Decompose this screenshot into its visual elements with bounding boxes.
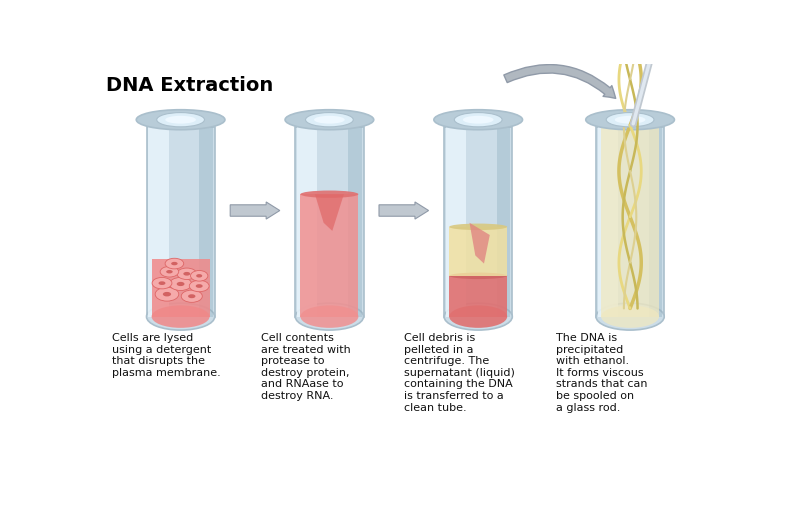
- Ellipse shape: [444, 303, 512, 330]
- Polygon shape: [601, 127, 659, 316]
- Ellipse shape: [166, 270, 173, 273]
- Ellipse shape: [295, 303, 363, 330]
- Text: Cell debris is
pelleted in a
centrifuge. The
supernatant (liquid)
containing the: Cell debris is pelleted in a centrifuge.…: [404, 333, 514, 412]
- Ellipse shape: [152, 305, 210, 328]
- Ellipse shape: [196, 284, 202, 288]
- Ellipse shape: [166, 116, 196, 123]
- Polygon shape: [596, 127, 664, 316]
- FancyArrow shape: [379, 202, 429, 219]
- Ellipse shape: [188, 294, 195, 298]
- Ellipse shape: [155, 287, 178, 301]
- Ellipse shape: [171, 262, 178, 266]
- Text: Cell contents
are treated with
protease to
destroy protein,
and RNAase to
destro: Cell contents are treated with protease …: [262, 333, 351, 401]
- Ellipse shape: [314, 116, 345, 123]
- Ellipse shape: [157, 112, 205, 127]
- Polygon shape: [649, 127, 662, 316]
- Ellipse shape: [170, 277, 192, 290]
- Ellipse shape: [601, 305, 659, 328]
- Polygon shape: [146, 127, 214, 316]
- Ellipse shape: [136, 110, 225, 130]
- Polygon shape: [295, 127, 363, 316]
- Ellipse shape: [285, 110, 374, 130]
- Ellipse shape: [183, 272, 190, 276]
- Polygon shape: [450, 276, 507, 316]
- FancyArrow shape: [230, 202, 280, 219]
- Ellipse shape: [163, 292, 171, 296]
- Polygon shape: [301, 194, 358, 316]
- Ellipse shape: [586, 110, 674, 130]
- Ellipse shape: [301, 190, 358, 198]
- Text: DNA Extraction: DNA Extraction: [106, 76, 274, 95]
- Ellipse shape: [306, 112, 354, 127]
- Ellipse shape: [196, 274, 202, 278]
- Ellipse shape: [160, 267, 178, 277]
- Ellipse shape: [146, 303, 214, 330]
- Ellipse shape: [301, 305, 358, 328]
- Polygon shape: [598, 127, 618, 316]
- Polygon shape: [199, 127, 213, 316]
- Ellipse shape: [152, 277, 172, 289]
- Polygon shape: [446, 127, 466, 316]
- Ellipse shape: [190, 270, 208, 281]
- Ellipse shape: [614, 116, 646, 123]
- Polygon shape: [315, 194, 344, 231]
- FancyArrowPatch shape: [504, 65, 616, 99]
- Ellipse shape: [177, 268, 197, 279]
- Ellipse shape: [434, 110, 522, 130]
- Ellipse shape: [450, 272, 507, 279]
- Polygon shape: [152, 260, 210, 316]
- Ellipse shape: [190, 280, 209, 292]
- Polygon shape: [148, 127, 169, 316]
- Ellipse shape: [606, 112, 654, 127]
- Polygon shape: [297, 127, 318, 316]
- Ellipse shape: [165, 258, 184, 269]
- Text: Cells are lysed
using a detergent
that disrupts the
plasma membrane.: Cells are lysed using a detergent that d…: [112, 333, 221, 378]
- Ellipse shape: [454, 112, 502, 127]
- Polygon shape: [348, 127, 362, 316]
- Ellipse shape: [182, 290, 202, 302]
- Ellipse shape: [463, 116, 494, 123]
- Polygon shape: [497, 127, 510, 316]
- Polygon shape: [444, 127, 512, 316]
- Ellipse shape: [450, 305, 507, 328]
- Ellipse shape: [450, 224, 507, 230]
- Ellipse shape: [158, 281, 166, 285]
- Polygon shape: [470, 223, 490, 263]
- Ellipse shape: [596, 303, 664, 330]
- Text: The DNA is
precipitated
with ethanol.
It forms viscous
strands that can
be spool: The DNA is precipitated with ethanol. It…: [556, 333, 647, 412]
- Polygon shape: [450, 227, 507, 276]
- Ellipse shape: [177, 282, 185, 286]
